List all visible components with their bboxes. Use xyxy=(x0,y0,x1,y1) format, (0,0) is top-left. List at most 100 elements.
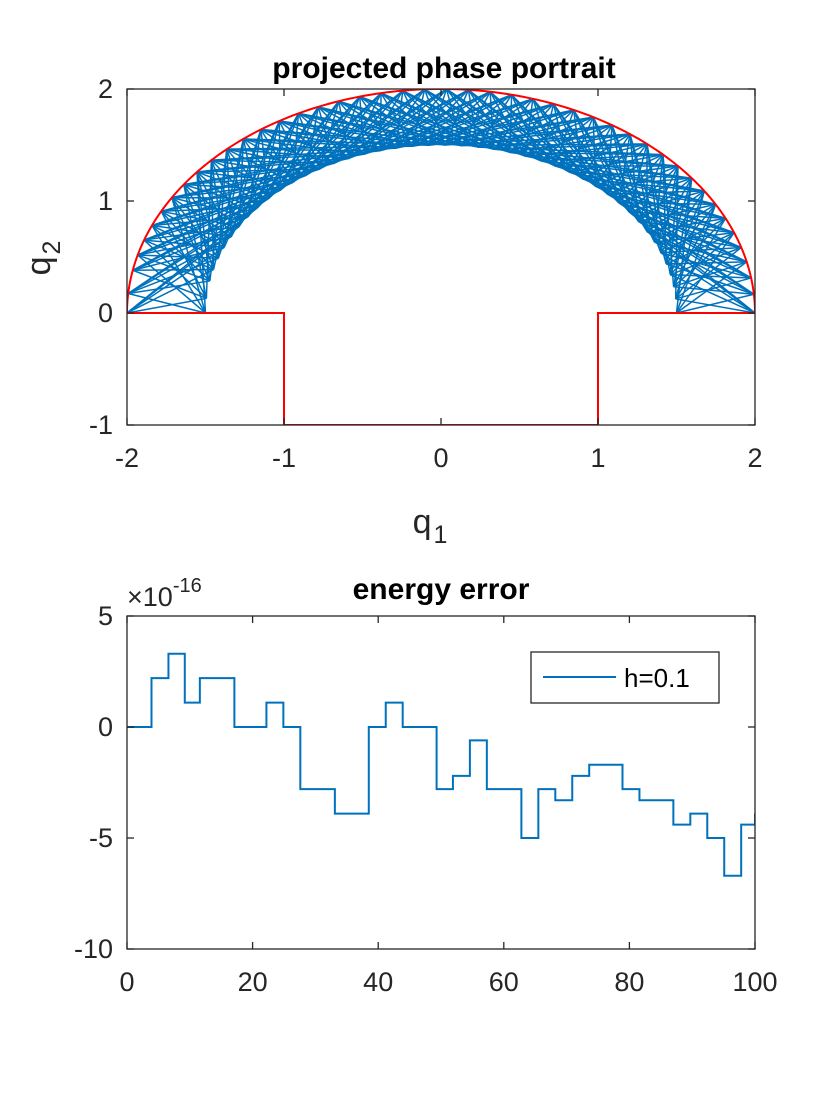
trajectory-segment xyxy=(594,133,631,187)
trajectory-segment xyxy=(628,190,705,213)
x-tick-label: 0 xyxy=(433,443,448,473)
trajectory-segment xyxy=(646,190,705,233)
trajectory-segment xyxy=(618,154,664,204)
x-axis-label: q1 xyxy=(413,503,448,549)
axes-box xyxy=(126,615,756,950)
series-line-h-0.1 xyxy=(127,652,755,877)
trajectory-segment xyxy=(380,92,413,147)
trajectory-segment xyxy=(151,224,211,282)
trajectory-segment xyxy=(618,202,716,206)
trajectory-segment xyxy=(666,261,747,265)
trajectory-segment xyxy=(477,103,554,148)
trajectory-segment xyxy=(660,217,726,254)
trajectory-segment xyxy=(670,273,752,279)
trajectory-segment xyxy=(665,263,755,295)
trajectory-segment xyxy=(183,183,259,208)
multiplier-base: ×10 xyxy=(127,582,173,612)
trajectory-segment xyxy=(160,210,208,299)
boundary-step xyxy=(127,312,755,425)
trajectory-segment xyxy=(595,177,692,187)
y-tick-label: 1 xyxy=(98,186,113,216)
y-tick-label: 2 xyxy=(98,74,113,104)
axis-ticks: 0 20 40 60 80 100 -10 -5 0 5 xyxy=(74,601,778,997)
trajectory-segment xyxy=(509,94,513,153)
x-tick-label: 0 xyxy=(119,967,134,997)
trajectory-segment xyxy=(582,124,613,180)
trajectory-segment xyxy=(317,106,335,164)
trajectory-segment xyxy=(278,120,282,191)
trajectory-segment xyxy=(493,109,575,150)
chart-title: energy error xyxy=(353,573,530,606)
trajectory-segment xyxy=(297,112,350,159)
trajectory-segment xyxy=(305,106,320,176)
x-tick-label: 40 xyxy=(363,967,393,997)
trajectory-segment xyxy=(444,89,470,146)
trajectory-segment xyxy=(171,197,211,282)
y-axis-label-subscript: 2 xyxy=(38,241,66,255)
axis-multiplier: ×10-16 xyxy=(127,575,202,612)
x-axis-label-base: q xyxy=(413,503,432,541)
trajectory-segment xyxy=(524,98,534,157)
trajectory-segment xyxy=(151,197,269,227)
trajectory-segment xyxy=(196,171,270,200)
trajectory-segment xyxy=(143,206,259,241)
y-tick-label: -10 xyxy=(74,934,113,964)
trajectory-segment xyxy=(675,277,752,300)
trajectory-segment xyxy=(379,89,426,152)
trajectory-segment xyxy=(338,100,381,152)
trajectory-segment xyxy=(137,254,206,314)
trajectory-segment xyxy=(127,268,214,314)
trajectory-segment xyxy=(211,159,281,191)
trajectory-segment xyxy=(489,91,495,150)
trajectory-segment xyxy=(260,129,270,199)
trajectory-segment xyxy=(568,133,631,173)
trajectory-segment xyxy=(137,215,249,256)
trajectory-segment xyxy=(673,285,754,296)
chart-title: projected phase portrait xyxy=(272,52,615,85)
trajectory-segment xyxy=(582,165,679,180)
y-tick-label: -5 xyxy=(89,823,113,853)
legend-entry-label: h=0.1 xyxy=(624,663,690,693)
trajectory-segment xyxy=(460,91,491,146)
trajectory-segment xyxy=(144,239,225,249)
trajectory-segment xyxy=(411,89,426,147)
trajectory-segment xyxy=(183,184,215,270)
trajectory-segment xyxy=(183,184,208,299)
trajectory-segment xyxy=(242,138,281,191)
trajectory-segment xyxy=(333,96,361,164)
trajectory-segment xyxy=(196,171,220,259)
trajectory-segment xyxy=(654,203,717,243)
trajectory-segment xyxy=(654,231,735,243)
trajectory-segment xyxy=(210,159,240,227)
trajectory-segment xyxy=(673,261,747,288)
trajectory-segment xyxy=(226,148,249,217)
trajectory-segment xyxy=(675,204,717,314)
trajectory-segment xyxy=(554,109,575,167)
x-tick-label: 20 xyxy=(238,967,268,997)
trajectory-segment xyxy=(358,96,366,155)
multiplier-exponent: -16 xyxy=(173,575,202,597)
trajectory-segment xyxy=(363,90,404,155)
trajectory-segment xyxy=(128,280,210,295)
trajectory-segment xyxy=(582,143,648,180)
trajectory-segment xyxy=(654,241,747,263)
trajectory-segment xyxy=(260,128,321,170)
x-tick-label: -1 xyxy=(272,443,296,473)
trajectory-segment xyxy=(395,90,404,149)
trajectory-segment xyxy=(402,90,430,146)
trajectory-segment xyxy=(171,197,232,238)
y-tick-label: 5 xyxy=(98,601,113,631)
y-tick-label: 0 xyxy=(98,298,113,328)
trajectory-segment xyxy=(445,89,463,146)
trajectory-segment xyxy=(210,159,259,208)
trajectory-segment xyxy=(646,230,742,249)
trajectory-segment xyxy=(638,177,693,223)
trajectory-segment xyxy=(297,113,321,170)
trajectory-segment xyxy=(151,224,219,259)
trajectory-segment xyxy=(128,292,206,314)
trajectory-segment xyxy=(160,210,225,249)
trajectory-segment xyxy=(595,153,664,187)
